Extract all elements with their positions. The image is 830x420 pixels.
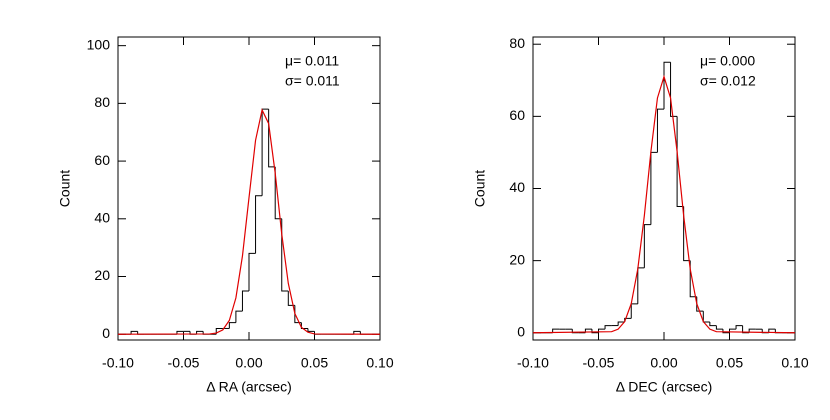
histogram-bar bbox=[696, 296, 704, 312]
histogram-bar bbox=[768, 328, 776, 333]
histogram-bar bbox=[552, 328, 560, 333]
histogram-bar bbox=[255, 195, 263, 254]
histogram-bar bbox=[604, 325, 612, 330]
histogram-bar bbox=[715, 325, 723, 330]
y-tick-label: 80 bbox=[94, 94, 110, 110]
x-axis-label: Δ DEC (arcsec) bbox=[616, 379, 712, 395]
annotation: μ= 0.000 bbox=[700, 53, 755, 69]
histogram-bar bbox=[281, 218, 289, 292]
y-tick-label: 0 bbox=[102, 325, 110, 341]
y-tick-label: 60 bbox=[94, 152, 110, 168]
histogram-bar bbox=[196, 330, 204, 335]
panel: 0 20 40 60 80 100 -0.10 -0.05 0.00 0.05 0.10 Δ RA (… bbox=[57, 36, 394, 394]
histogram-bar bbox=[241, 290, 249, 312]
annotation: μ= 0.011 bbox=[285, 53, 339, 69]
plot-frame bbox=[117, 36, 381, 341]
panel: 0 20 40 60 80 -0.10 -0.05 0.00 0.05 0.10 Δ DEC (ar… bbox=[472, 35, 809, 395]
x-tick-label: 0.00 bbox=[235, 355, 262, 371]
y-tick-label: 20 bbox=[509, 251, 525, 267]
histogram-bar bbox=[670, 62, 678, 117]
histogram-bar bbox=[532, 332, 540, 340]
x-tick-label: 0.05 bbox=[301, 355, 328, 371]
annotation: σ= 0.011 bbox=[285, 73, 340, 89]
fit-curve bbox=[532, 74, 796, 334]
y-axis-label: Count bbox=[472, 170, 488, 207]
y-tick-label: 0 bbox=[517, 323, 525, 339]
y-axis-label: Count bbox=[57, 170, 73, 207]
histogram-bar bbox=[117, 333, 125, 340]
histogram-bar bbox=[702, 311, 710, 323]
x-tick-label: -0.05 bbox=[583, 355, 615, 371]
histogram-bar bbox=[274, 166, 282, 220]
histogram-bar bbox=[643, 224, 651, 268]
x-tick-label: 0.05 bbox=[716, 355, 743, 371]
x-tick-label: 0.10 bbox=[366, 355, 393, 371]
annotation: σ= 0.012 bbox=[700, 73, 756, 89]
x-tick-label: -0.10 bbox=[517, 355, 549, 371]
histogram-bar bbox=[176, 330, 184, 335]
histogram-bar bbox=[228, 322, 236, 329]
x-axis-label: Δ RA (arcsec) bbox=[206, 379, 292, 395]
histogram-bar bbox=[248, 252, 256, 291]
y-tick-label: 100 bbox=[87, 36, 111, 52]
histogram-bar bbox=[630, 303, 638, 319]
histogram-bar bbox=[709, 321, 717, 327]
histogram-bar bbox=[591, 329, 599, 334]
histogram-bar bbox=[656, 108, 664, 153]
histogram-bar bbox=[617, 321, 625, 326]
histogram-bar bbox=[268, 109, 276, 168]
histogram-bar bbox=[235, 310, 243, 323]
y-tick-label: 60 bbox=[509, 107, 525, 123]
histogram-bar bbox=[215, 327, 223, 335]
histogram-bar bbox=[300, 322, 308, 329]
histogram-bar bbox=[742, 325, 750, 334]
x-tick-label: -0.10 bbox=[102, 355, 134, 371]
x-tick-label: 0.10 bbox=[781, 355, 808, 371]
y-tick-label: 40 bbox=[94, 210, 110, 226]
y-tick-label: 20 bbox=[94, 267, 110, 283]
histogram-bar bbox=[722, 329, 730, 334]
y-tick-label: 80 bbox=[509, 35, 525, 51]
histogram-bar bbox=[130, 330, 138, 335]
histogram-bar bbox=[735, 325, 743, 330]
fit-curve bbox=[117, 108, 381, 335]
histogram-bar bbox=[307, 328, 315, 332]
histogram-bar bbox=[650, 151, 658, 225]
x-tick-label: -0.05 bbox=[168, 355, 200, 371]
x-tick-label: 0.00 bbox=[650, 355, 677, 371]
histogram-bar bbox=[353, 330, 361, 335]
histogram-bar bbox=[637, 267, 645, 304]
histogram-bar bbox=[663, 61, 671, 110]
histogram-bar bbox=[683, 206, 691, 262]
histogram-bar bbox=[689, 260, 697, 298]
histogram-bar bbox=[676, 116, 684, 208]
y-tick-label: 40 bbox=[509, 179, 525, 195]
